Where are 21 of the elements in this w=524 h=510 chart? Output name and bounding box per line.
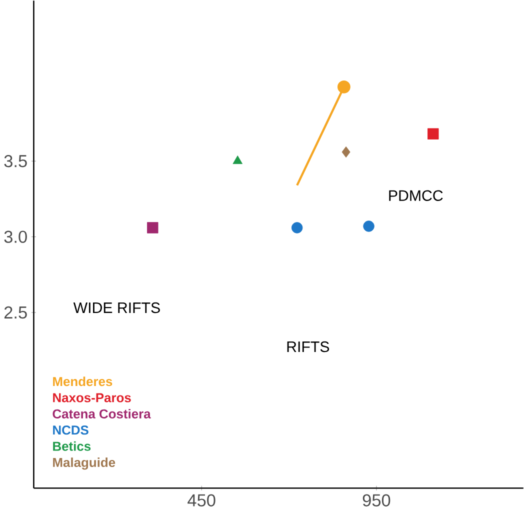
text: Catena Costiera: [52, 408, 151, 418]
point: [342, 146, 350, 158]
y-tick-label: 2.5: [4, 306, 27, 319]
text: Menderes: [53, 376, 112, 386]
y-tick-label: 3.0: [4, 230, 27, 243]
point: [291, 222, 303, 234]
point: [337, 80, 350, 94]
text: Naxos-Paros: [53, 393, 131, 402]
x-tick-label: 950: [362, 494, 390, 506]
point: [363, 220, 374, 232]
text: NCDS: [53, 425, 88, 435]
point: [428, 128, 439, 140]
annotation: PDMCC: [389, 190, 443, 201]
point: [232, 155, 243, 164]
annotation: WIDE RIFTS: [73, 302, 160, 314]
text: Malaguide: [53, 458, 116, 470]
y-tick-label: 3.5: [4, 154, 27, 168]
annotation: RIFTS: [287, 341, 330, 352]
x-tick-label: 450: [188, 494, 216, 506]
text: Betics: [53, 441, 91, 451]
point: [147, 222, 158, 234]
